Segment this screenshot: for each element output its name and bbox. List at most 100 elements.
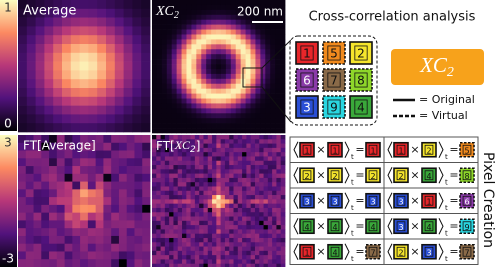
map-pixel bbox=[191, 98, 197, 104]
map-pixel bbox=[203, 242, 209, 247]
map-pixel bbox=[250, 64, 256, 70]
map-pixel bbox=[280, 9, 286, 16]
map-pixel bbox=[201, 68, 207, 75]
map-pixel bbox=[216, 24, 222, 30]
map-pixel bbox=[97, 70, 107, 80]
map-pixel bbox=[191, 73, 197, 80]
operator: × bbox=[316, 168, 325, 181]
map-pixel bbox=[166, 93, 173, 99]
map-pixel bbox=[88, 17, 98, 27]
map-pixel bbox=[237, 199, 243, 205]
map-pixel bbox=[152, 98, 158, 104]
map-pixel bbox=[230, 34, 237, 40]
map-pixel bbox=[254, 220, 260, 226]
map-pixel bbox=[182, 233, 187, 239]
map-pixel bbox=[181, 68, 187, 75]
map-pixel bbox=[216, 165, 222, 170]
map-pixel bbox=[111, 197, 120, 206]
map-pixel bbox=[212, 250, 217, 256]
map-pixel bbox=[199, 263, 204, 269]
map-pixel bbox=[272, 203, 277, 209]
map-pixel bbox=[250, 229, 256, 235]
map-pixel bbox=[201, 9, 207, 16]
map-pixel bbox=[229, 212, 234, 217]
map-pixel bbox=[33, 181, 42, 190]
map-pixel bbox=[18, 52, 28, 62]
map-pixel bbox=[25, 228, 34, 237]
map-pixel bbox=[216, 143, 222, 149]
map-pixel bbox=[275, 118, 281, 124]
map-pixel bbox=[237, 182, 243, 187]
map-pixel bbox=[265, 44, 271, 50]
map-pixel bbox=[103, 181, 112, 190]
map-pixel bbox=[173, 173, 179, 179]
map-pixel bbox=[235, 24, 242, 30]
map-pixel bbox=[229, 263, 234, 269]
map-pixel bbox=[186, 199, 192, 205]
map-pixel bbox=[255, 88, 261, 94]
map-pixel bbox=[166, 14, 173, 21]
map-pixel bbox=[177, 186, 183, 192]
map-pixel bbox=[62, 8, 72, 18]
map-pixel bbox=[62, 52, 72, 62]
map-pixel bbox=[111, 142, 120, 151]
map-pixel bbox=[169, 225, 174, 230]
map-pixel bbox=[216, 237, 222, 243]
map-pixel bbox=[211, 73, 217, 80]
map-pixel bbox=[26, 8, 36, 18]
map-pixel bbox=[224, 233, 230, 239]
map-pixel bbox=[177, 199, 183, 205]
title-sub: 2 bbox=[174, 10, 179, 21]
map-pixel bbox=[242, 250, 247, 256]
map-pixel bbox=[186, 250, 192, 256]
map-pixel bbox=[182, 177, 187, 183]
map-pixel bbox=[254, 169, 260, 174]
map-pixel bbox=[240, 24, 246, 30]
pixel-inner bbox=[300, 72, 314, 88]
map-pixel bbox=[176, 44, 182, 50]
map-pixel bbox=[263, 207, 269, 213]
map-pixel bbox=[194, 195, 200, 200]
map-pixel bbox=[161, 4, 168, 11]
map-pixel bbox=[132, 0, 142, 10]
map-pixel bbox=[245, 83, 251, 89]
map-pixel bbox=[177, 156, 183, 162]
map-pixel bbox=[35, 35, 45, 45]
map-pixel bbox=[216, 103, 222, 109]
map-pixel bbox=[191, 44, 197, 50]
map-pixel bbox=[276, 169, 282, 174]
map-pixel bbox=[216, 259, 222, 265]
map-pixel bbox=[216, 83, 222, 89]
map-pixel bbox=[237, 135, 243, 140]
pixel-label: 8 bbox=[357, 74, 365, 88]
map-pixel bbox=[186, 173, 192, 179]
map-pixel bbox=[134, 243, 143, 252]
map-pixel bbox=[196, 19, 202, 25]
map-pixel bbox=[182, 250, 187, 256]
map-pixel bbox=[245, 44, 251, 50]
map-pixel bbox=[199, 246, 204, 252]
map-pixel bbox=[242, 147, 247, 153]
map-pixel bbox=[237, 190, 243, 196]
map-pixel bbox=[201, 78, 207, 85]
map-pixel bbox=[194, 216, 200, 222]
map-pixel bbox=[142, 259, 151, 268]
map-pixel bbox=[176, 108, 182, 114]
map-pixel bbox=[240, 4, 246, 11]
operator: = bbox=[355, 194, 364, 207]
map-pixel bbox=[156, 233, 161, 239]
map-pixel bbox=[156, 152, 161, 157]
map-pixel bbox=[235, 73, 242, 80]
map-pixel bbox=[263, 152, 269, 157]
map-pixel bbox=[267, 250, 273, 256]
operator: × bbox=[410, 245, 419, 258]
map-pixel bbox=[260, 4, 266, 11]
map-pixel bbox=[164, 242, 170, 247]
map-pixel bbox=[181, 123, 187, 129]
map-pixel bbox=[240, 34, 246, 40]
map-pixel bbox=[95, 158, 104, 167]
map-pixel bbox=[230, 108, 237, 114]
map-pixel bbox=[206, 44, 212, 50]
map-pixel bbox=[230, 73, 237, 80]
map-pixel bbox=[87, 158, 97, 167]
